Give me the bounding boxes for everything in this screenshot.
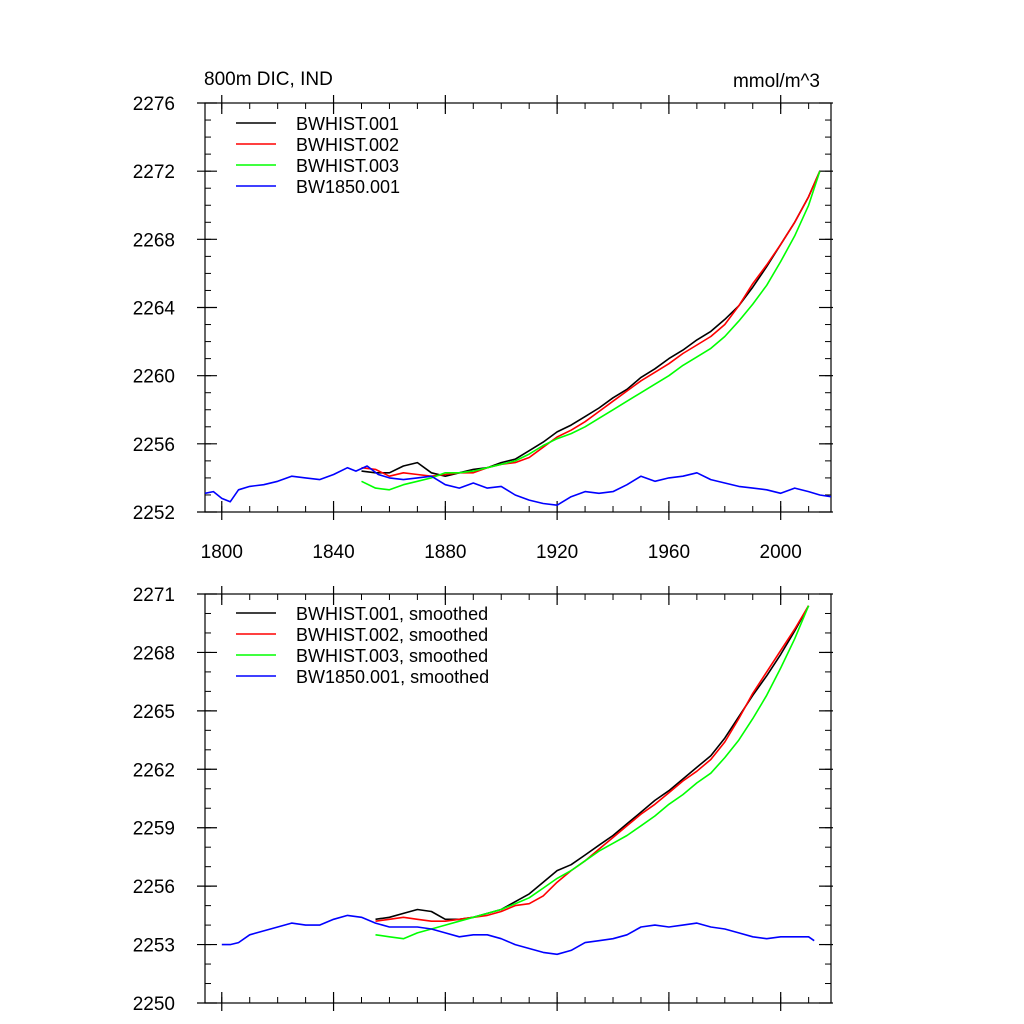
series-line xyxy=(361,170,821,491)
legend-label: BWHIST.001 xyxy=(296,114,399,134)
chart-title: 800m DIC, IND xyxy=(204,69,333,90)
y-tick-label: 2256 xyxy=(133,435,175,456)
series-line xyxy=(361,170,821,478)
y-tick-label: 2259 xyxy=(133,819,175,840)
series-line xyxy=(361,170,821,478)
y-tick-label: 2276 xyxy=(133,94,175,115)
x-tick-label: 1840 xyxy=(312,542,354,563)
y-tick-label: 2271 xyxy=(133,585,175,606)
x-tick-label: 1880 xyxy=(424,542,466,563)
legend-label: BWHIST.002, smoothed xyxy=(296,625,488,645)
y-tick-label: 2268 xyxy=(133,230,175,251)
bottom-panel-smoothed: 2250 2253 2256 2259 2262 2265 2268 2271 BWHIST.0… xyxy=(133,585,833,1015)
y-tick-label: 2272 xyxy=(133,162,175,183)
y-tick-label: 2256 xyxy=(133,877,175,898)
x-tick-label: 1800 xyxy=(201,542,243,563)
y-tick-label: 2268 xyxy=(133,643,175,664)
x-tick-label: 1960 xyxy=(648,542,690,563)
legend-label: BWHIST.003, smoothed xyxy=(296,646,488,666)
y-tick-label: 2250 xyxy=(133,994,175,1015)
y-tick-label: 2262 xyxy=(133,760,175,781)
units-label: mmol/m^3 xyxy=(733,71,820,92)
legend-label: BWHIST.002 xyxy=(296,135,399,155)
y-tick-label: 2252 xyxy=(133,503,175,524)
legend-label: BWHIST.001, smoothed xyxy=(296,604,488,624)
y-tick-label: 2264 xyxy=(133,299,176,320)
series-line xyxy=(221,914,815,956)
legend-label: BW1850.001 xyxy=(296,177,400,197)
series-line xyxy=(204,465,832,507)
series-line xyxy=(375,605,810,921)
top-panel-raw: 1800 1840 1880 1920 1960 2000 2252 2256 2260 2264… xyxy=(133,94,833,563)
legend-label: BWHIST.003 xyxy=(296,156,399,176)
plot-frame xyxy=(204,593,832,1004)
legend-label: BW1850.001, smoothed xyxy=(296,667,489,687)
x-tick-label: 2000 xyxy=(760,542,802,563)
y-tick-label: 2265 xyxy=(133,702,175,723)
y-tick-label: 2253 xyxy=(133,936,175,957)
series-line xyxy=(375,605,810,940)
series-line xyxy=(375,605,810,923)
y-tick-label: 2260 xyxy=(133,367,175,388)
x-tick-label: 1920 xyxy=(536,542,578,563)
